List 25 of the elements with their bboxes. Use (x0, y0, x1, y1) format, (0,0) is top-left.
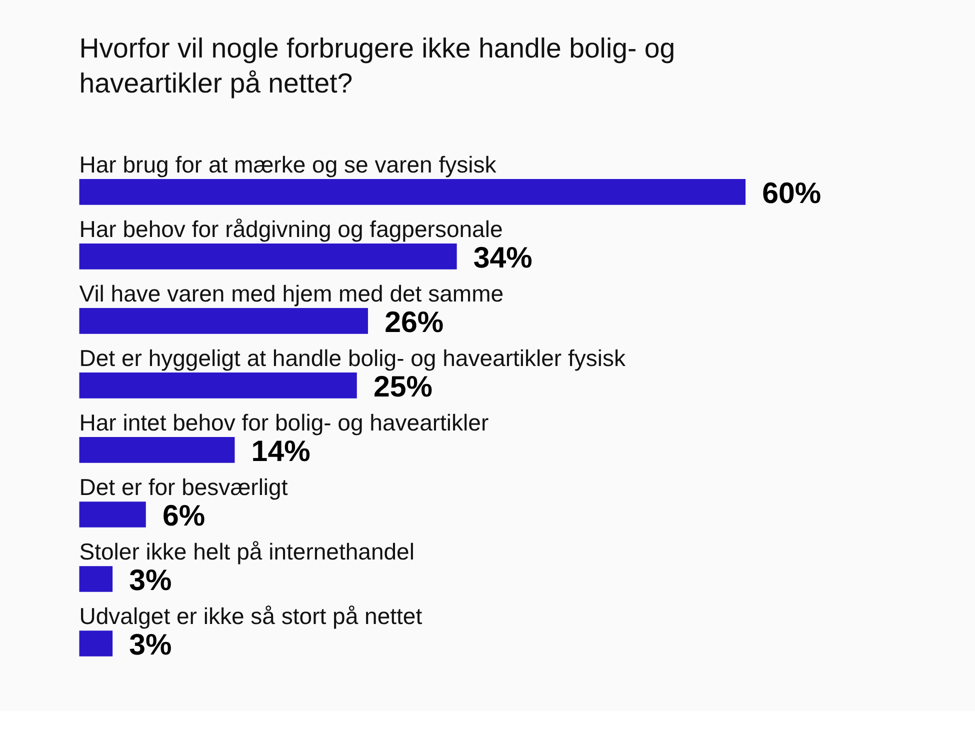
bar (79, 566, 113, 592)
data-label: 26% (384, 306, 444, 339)
y-tick-label: Har intet behov for bolig- og haveartikler (79, 410, 489, 436)
bar (79, 179, 746, 205)
data-label: 6% (162, 500, 206, 533)
data-label: 3% (129, 564, 172, 598)
bar (79, 630, 113, 656)
chart-title: Hvorfor vil nogle forbrugere ikke handle bolig- og haveartikler på nettet? (79, 32, 676, 98)
bar (79, 437, 235, 463)
bar (79, 308, 368, 334)
y-tick-label: Stoler ikke helt på internethandel (79, 538, 414, 565)
y-tick-label: Vil have varen med hjem med det samme (79, 280, 504, 307)
data-label: 14% (251, 435, 310, 468)
data-label: 25% (373, 370, 432, 404)
data-label: 3% (129, 628, 172, 662)
bar (79, 244, 457, 270)
y-tick-label: Udvalget er ikke så stort på nettet (79, 603, 423, 630)
y-tick-label: Det er hyggeligt at handle bolig- og haveartikler fysisk (79, 345, 626, 372)
y-tick-label: Har brug for at mærke og se varen fysisk (79, 152, 497, 178)
bar (79, 372, 357, 398)
data-label: 34% (473, 241, 532, 274)
y-tick-label: Har behov for rådgivning og fagpersonale (79, 216, 503, 242)
bar (79, 502, 146, 528)
y-tick-label: Det er for besværligt (79, 474, 288, 500)
data-label: 60% (762, 176, 822, 210)
